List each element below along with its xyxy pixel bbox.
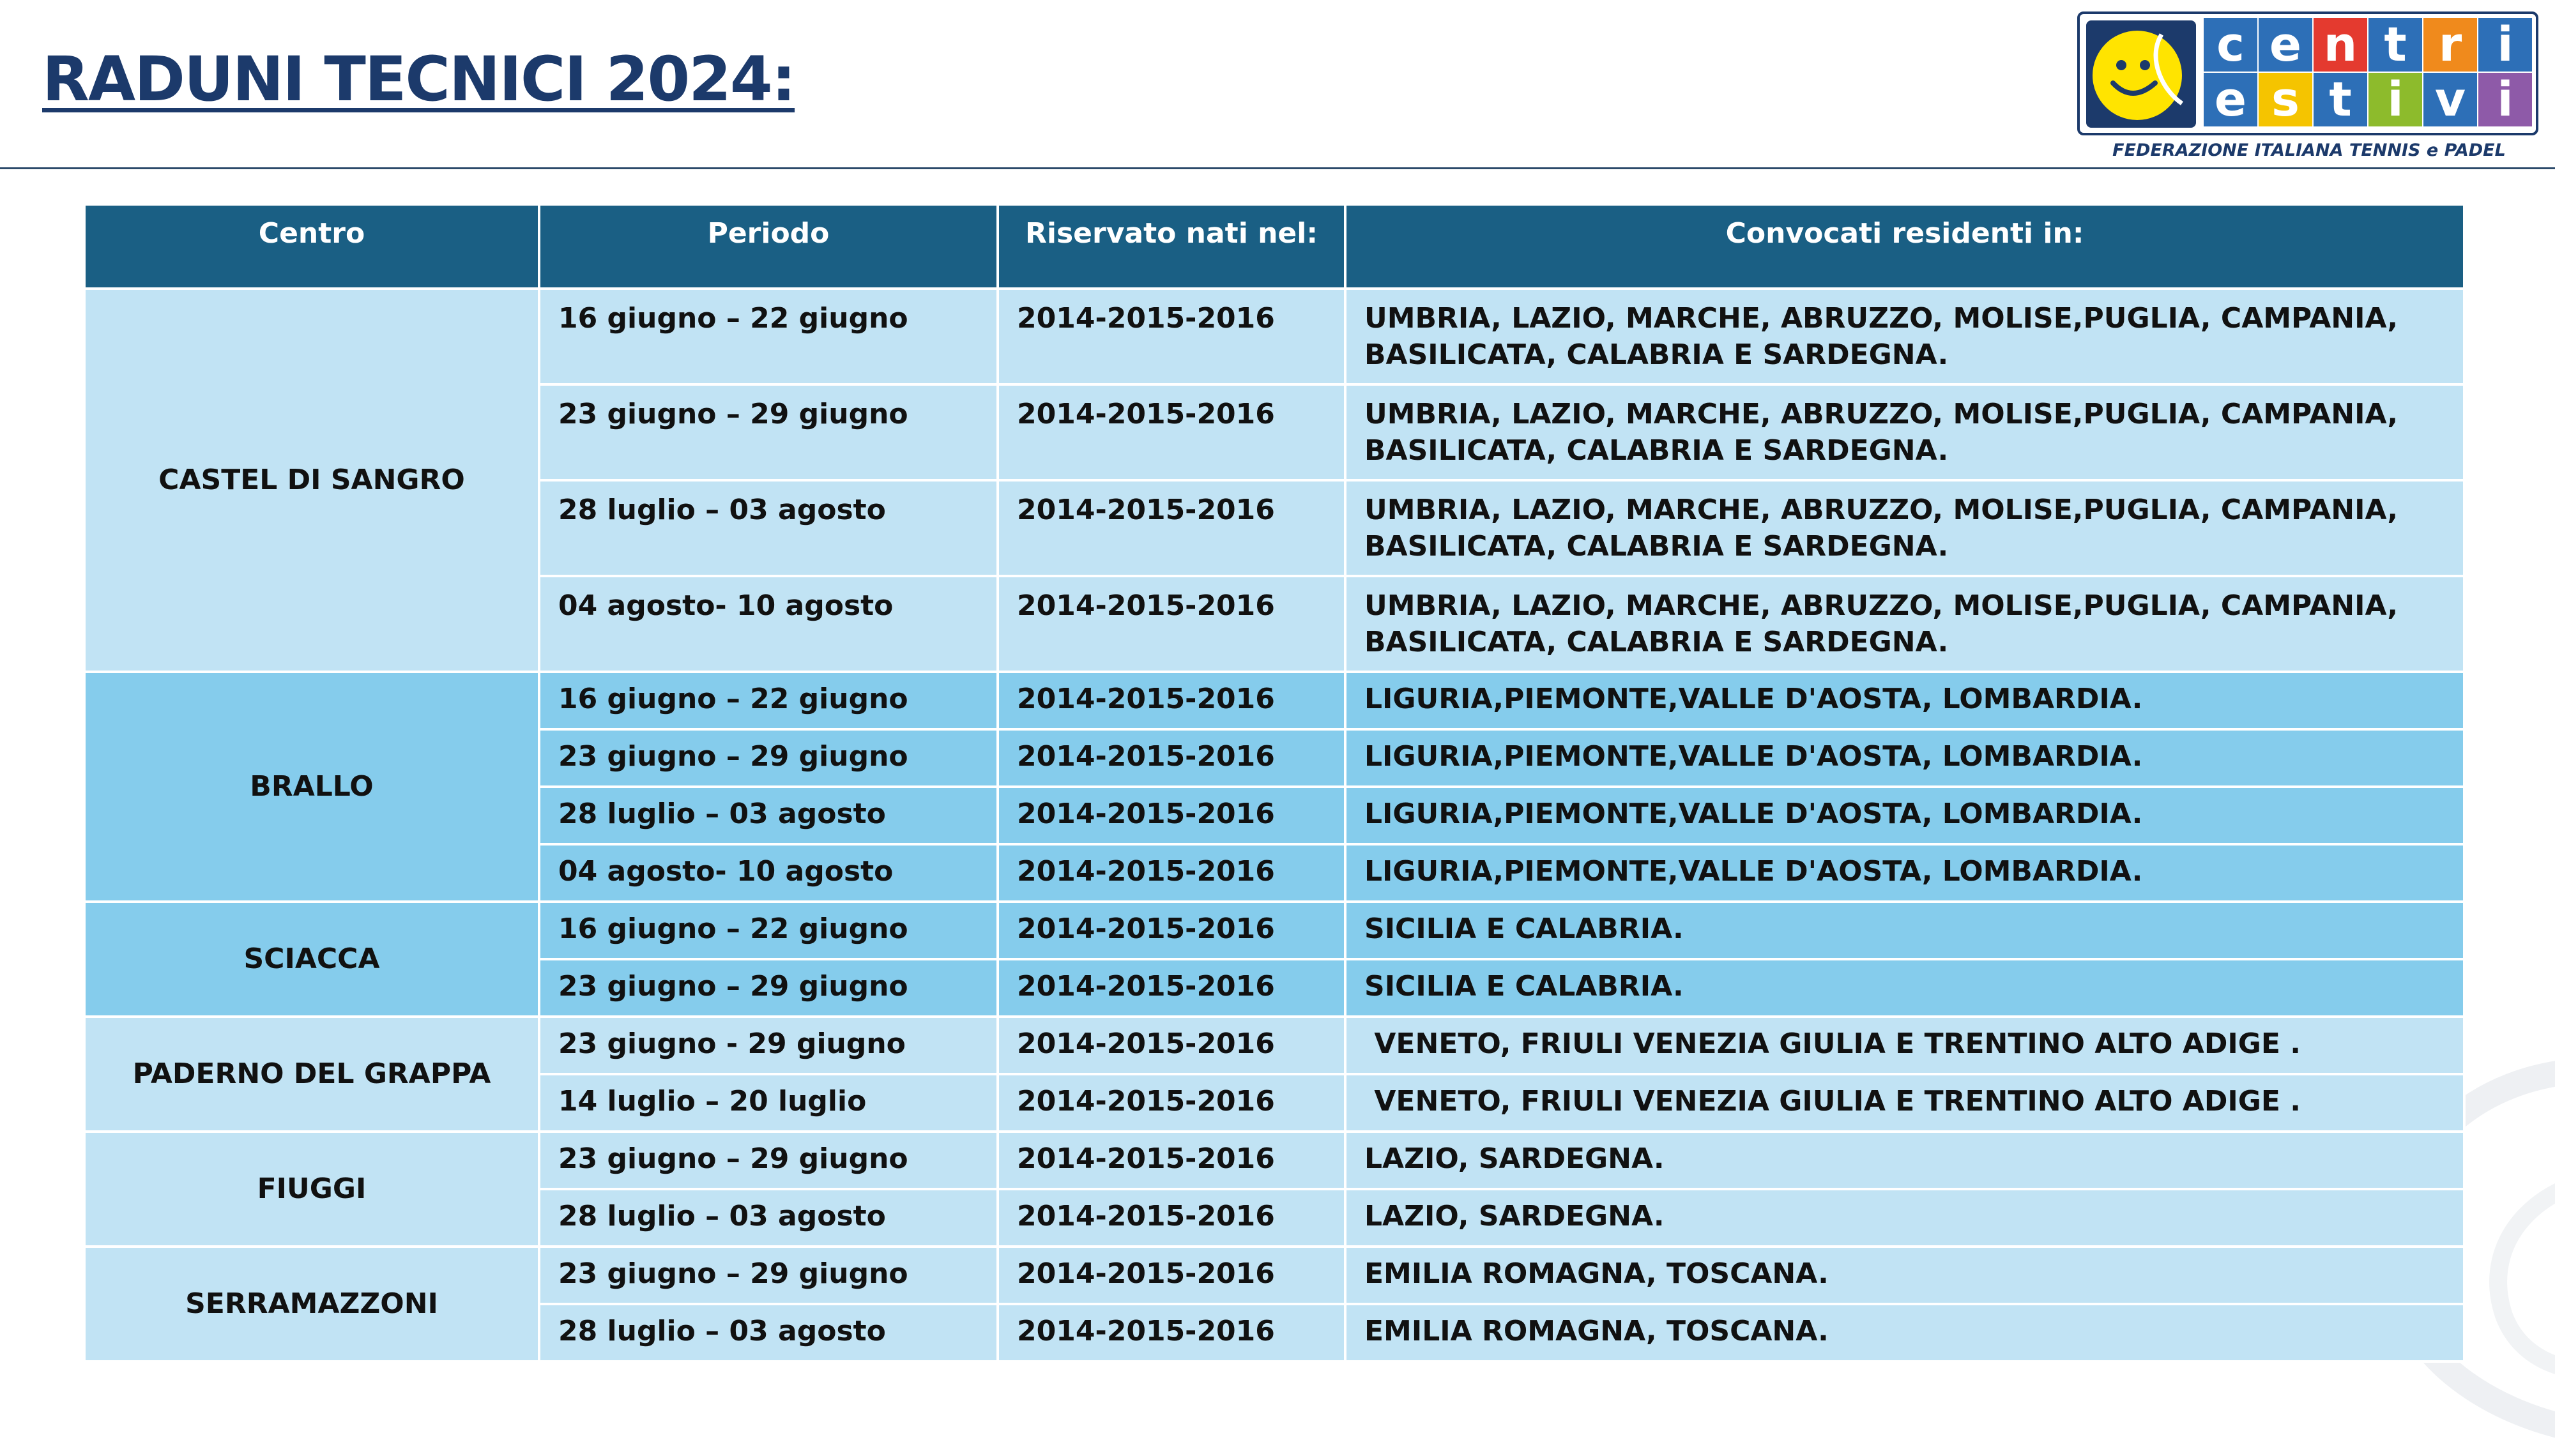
cell-convocati-residenti: SICILIA E CALABRIA. — [1344, 900, 2466, 960]
cell-periodo: 23 giugno – 29 giugno — [538, 383, 999, 482]
logo-letter-tile: t — [2314, 73, 2367, 126]
table-row: 23 giugno – 29 giugno 2014-2015-2016 SICIL… — [84, 958, 2466, 1018]
cell-periodo: 28 luglio – 03 agosto — [538, 479, 999, 577]
cell-centro: CASTEL DI SANGRO — [83, 287, 540, 673]
cell-convocati-residenti: EMILIA ROMAGNA, TOSCANA. — [1344, 1245, 2466, 1305]
cell-periodo: 23 giugno – 29 giugno — [538, 728, 999, 788]
cell-convocati-residenti: LIGURIA,PIEMONTE,VALLE D'AOSTA, LOMBARDI… — [1344, 785, 2466, 846]
cell-periodo: 23 giugno - 29 giugno — [538, 1015, 999, 1075]
column-header-riservato: Riservato nati nel: — [996, 203, 1346, 290]
raduni-table: Centro Periodo Riservato nati nel: Convo… — [83, 203, 2466, 1363]
table-row: 28 luglio – 03 agosto 2014-2015-2016 EMILI… — [84, 1303, 2466, 1363]
table-row: CASTEL DI SANGRO 16 giugno – 22 giugno 201… — [83, 287, 2466, 673]
cell-convocati-residenti: UMBRIA, LAZIO, MARCHE, ABRUZZO, MOLISE,P… — [1344, 479, 2466, 577]
table-row: 23 giugno – 29 giugno 2014-2015-2016 UMBRI… — [84, 383, 2466, 482]
header-divider — [0, 167, 2555, 169]
cell-riservato-nati: 2014-2015-2016 — [996, 1130, 1346, 1190]
cell-centro: FIUGGI — [83, 1130, 540, 1248]
cell-riservato-nati: 2014-2015-2016 — [996, 728, 1346, 788]
cell-periodo: 23 giugno – 29 giugno — [538, 1245, 999, 1305]
cell-riservato-nati: 2014-2015-2016 — [996, 671, 1346, 731]
logo-letter-tile: t — [2368, 18, 2422, 72]
logo-letter-tile: e — [2259, 18, 2312, 72]
cell-convocati-residenti: UMBRIA, LAZIO, MARCHE, ABRUZZO, MOLISE,P… — [1344, 383, 2466, 482]
logo-letter-tile: c — [2204, 18, 2257, 72]
table-row: SCIACCA 16 giugno – 22 giugno 2014-2015-20… — [83, 900, 2466, 1018]
logo-letter-tile: v — [2423, 73, 2477, 126]
cell-convocati-residenti: LIGURIA,PIEMONTE,VALLE D'AOSTA, LOMBARDI… — [1344, 843, 2466, 903]
cell-convocati-residenti: LAZIO, SARDEGNA. — [1344, 1130, 2466, 1190]
logo-letter-tile: i — [2478, 73, 2532, 126]
cell-centro: SCIACCA — [83, 900, 540, 1018]
cell-convocati-residenti: SICILIA E CALABRIA. — [1344, 958, 2466, 1018]
logo-letter-tile: i — [2368, 73, 2422, 126]
cell-riservato-nati: 2014-2015-2016 — [996, 287, 1346, 386]
column-header-convocati: Convocati residenti in: — [1344, 203, 2466, 290]
cell-periodo: 28 luglio – 03 agosto — [538, 1303, 999, 1363]
logo-letter-tile: e — [2204, 73, 2257, 126]
cell-riservato-nati: 2014-2015-2016 — [996, 1245, 1346, 1305]
logo-letter-tile: r — [2423, 18, 2477, 72]
cell-convocati-residenti: LAZIO, SARDEGNA. — [1344, 1188, 2466, 1248]
column-header-centro: Centro — [83, 203, 540, 290]
cell-riservato-nati: 2014-2015-2016 — [996, 900, 1346, 960]
cell-periodo: 16 giugno – 22 giugno — [538, 671, 999, 731]
cell-periodo: 14 luglio – 20 luglio — [538, 1073, 999, 1133]
table-row: 23 giugno – 29 giugno 2014-2015-2016 LIGUR… — [84, 728, 2466, 788]
cell-periodo: 04 agosto- 10 agosto — [538, 575, 999, 673]
table-row: BRALLO 16 giugno – 22 giugno 2014-2015-201… — [83, 671, 2466, 903]
cell-periodo: 16 giugno – 22 giugno — [538, 900, 999, 960]
cell-riservato-nati: 2014-2015-2016 — [996, 1303, 1346, 1363]
cell-riservato-nati: 2014-2015-2016 — [996, 1188, 1346, 1248]
cell-riservato-nati: 2014-2015-2016 — [996, 479, 1346, 577]
table-row: 28 luglio – 03 agosto 2014-2015-2016 LIGUR… — [84, 785, 2466, 846]
cell-riservato-nati: 2014-2015-2016 — [996, 843, 1346, 903]
cell-periodo: 28 luglio – 03 agosto — [538, 1188, 999, 1248]
cell-riservato-nati: 2014-2015-2016 — [996, 958, 1346, 1018]
cell-centro: PADERNO DEL GRAPPA — [83, 1015, 540, 1133]
table-row: 28 luglio – 03 agosto 2014-2015-2016 LAZIO… — [84, 1188, 2466, 1248]
table-row: FIUGGI 23 giugno – 29 giugno 2014-2015-201… — [83, 1130, 2466, 1248]
cell-riservato-nati: 2014-2015-2016 — [996, 1073, 1346, 1133]
cell-periodo: 16 giugno – 22 giugno — [538, 287, 999, 386]
page-title: RADUNI TECNICI 2024: — [42, 43, 796, 115]
cell-convocati-residenti: VENETO, FRIULI VENEZIA GIULIA E TRENTINO… — [1344, 1015, 2466, 1075]
logo-letter-tile: s — [2259, 73, 2312, 126]
table-row: 28 luglio – 03 agosto 2014-2015-2016 UMBRI… — [84, 479, 2466, 577]
cell-periodo: 04 agosto- 10 agosto — [538, 843, 999, 903]
table-header-row: Centro Periodo Riservato nati nel: Convo… — [83, 203, 2466, 290]
cell-convocati-residenti: VENETO, FRIULI VENEZIA GIULIA E TRENTINO… — [1344, 1073, 2466, 1133]
table-row: 04 agosto- 10 agosto 2014-2015-2016 UMBRIA… — [84, 575, 2466, 673]
table-row: 04 agosto- 10 agosto 2014-2015-2016 LIGURI… — [84, 843, 2466, 903]
table-row: PADERNO DEL GRAPPA 23 giugno - 29 giugno 2… — [83, 1015, 2466, 1133]
federation-name: FEDERAZIONE ITALIANA TENNIS e PADEL — [2112, 140, 2506, 160]
cell-riservato-nati: 2014-2015-2016 — [996, 1015, 1346, 1075]
cell-periodo: 23 giugno – 29 giugno — [538, 958, 999, 1018]
cell-periodo: 23 giugno – 29 giugno — [538, 1130, 999, 1190]
logo-letter-tile: i — [2478, 18, 2532, 72]
cell-periodo: 28 luglio – 03 agosto — [538, 785, 999, 846]
cell-centro: SERRAMAZZONI — [83, 1245, 540, 1363]
cell-centro: BRALLO — [83, 671, 540, 903]
cell-convocati-residenti: LIGURIA,PIEMONTE,VALLE D'AOSTA, LOMBARDI… — [1344, 728, 2466, 788]
cell-convocati-residenti: UMBRIA, LAZIO, MARCHE, ABRUZZO, MOLISE,P… — [1344, 575, 2466, 673]
cell-riservato-nati: 2014-2015-2016 — [996, 575, 1346, 673]
cell-riservato-nati: 2014-2015-2016 — [996, 383, 1346, 482]
logo-letter-tile: n — [2314, 18, 2367, 72]
table-row: SERRAMAZZONI 23 giugno – 29 giugno 2014-20… — [83, 1245, 2466, 1363]
cell-convocati-residenti: UMBRIA, LAZIO, MARCHE, ABRUZZO, MOLISE,P… — [1344, 287, 2466, 386]
column-header-periodo: Periodo — [538, 203, 999, 290]
tennis-ball-smiley-icon — [2086, 20, 2196, 128]
table-row: 14 luglio – 20 luglio 2014-2015-2016 VENE… — [84, 1073, 2466, 1133]
cell-riservato-nati: 2014-2015-2016 — [996, 785, 1346, 846]
cell-convocati-residenti: LIGURIA,PIEMONTE,VALLE D'AOSTA, LOMBARDI… — [1344, 671, 2466, 731]
cell-convocati-residenti: EMILIA ROMAGNA, TOSCANA. — [1344, 1303, 2466, 1363]
